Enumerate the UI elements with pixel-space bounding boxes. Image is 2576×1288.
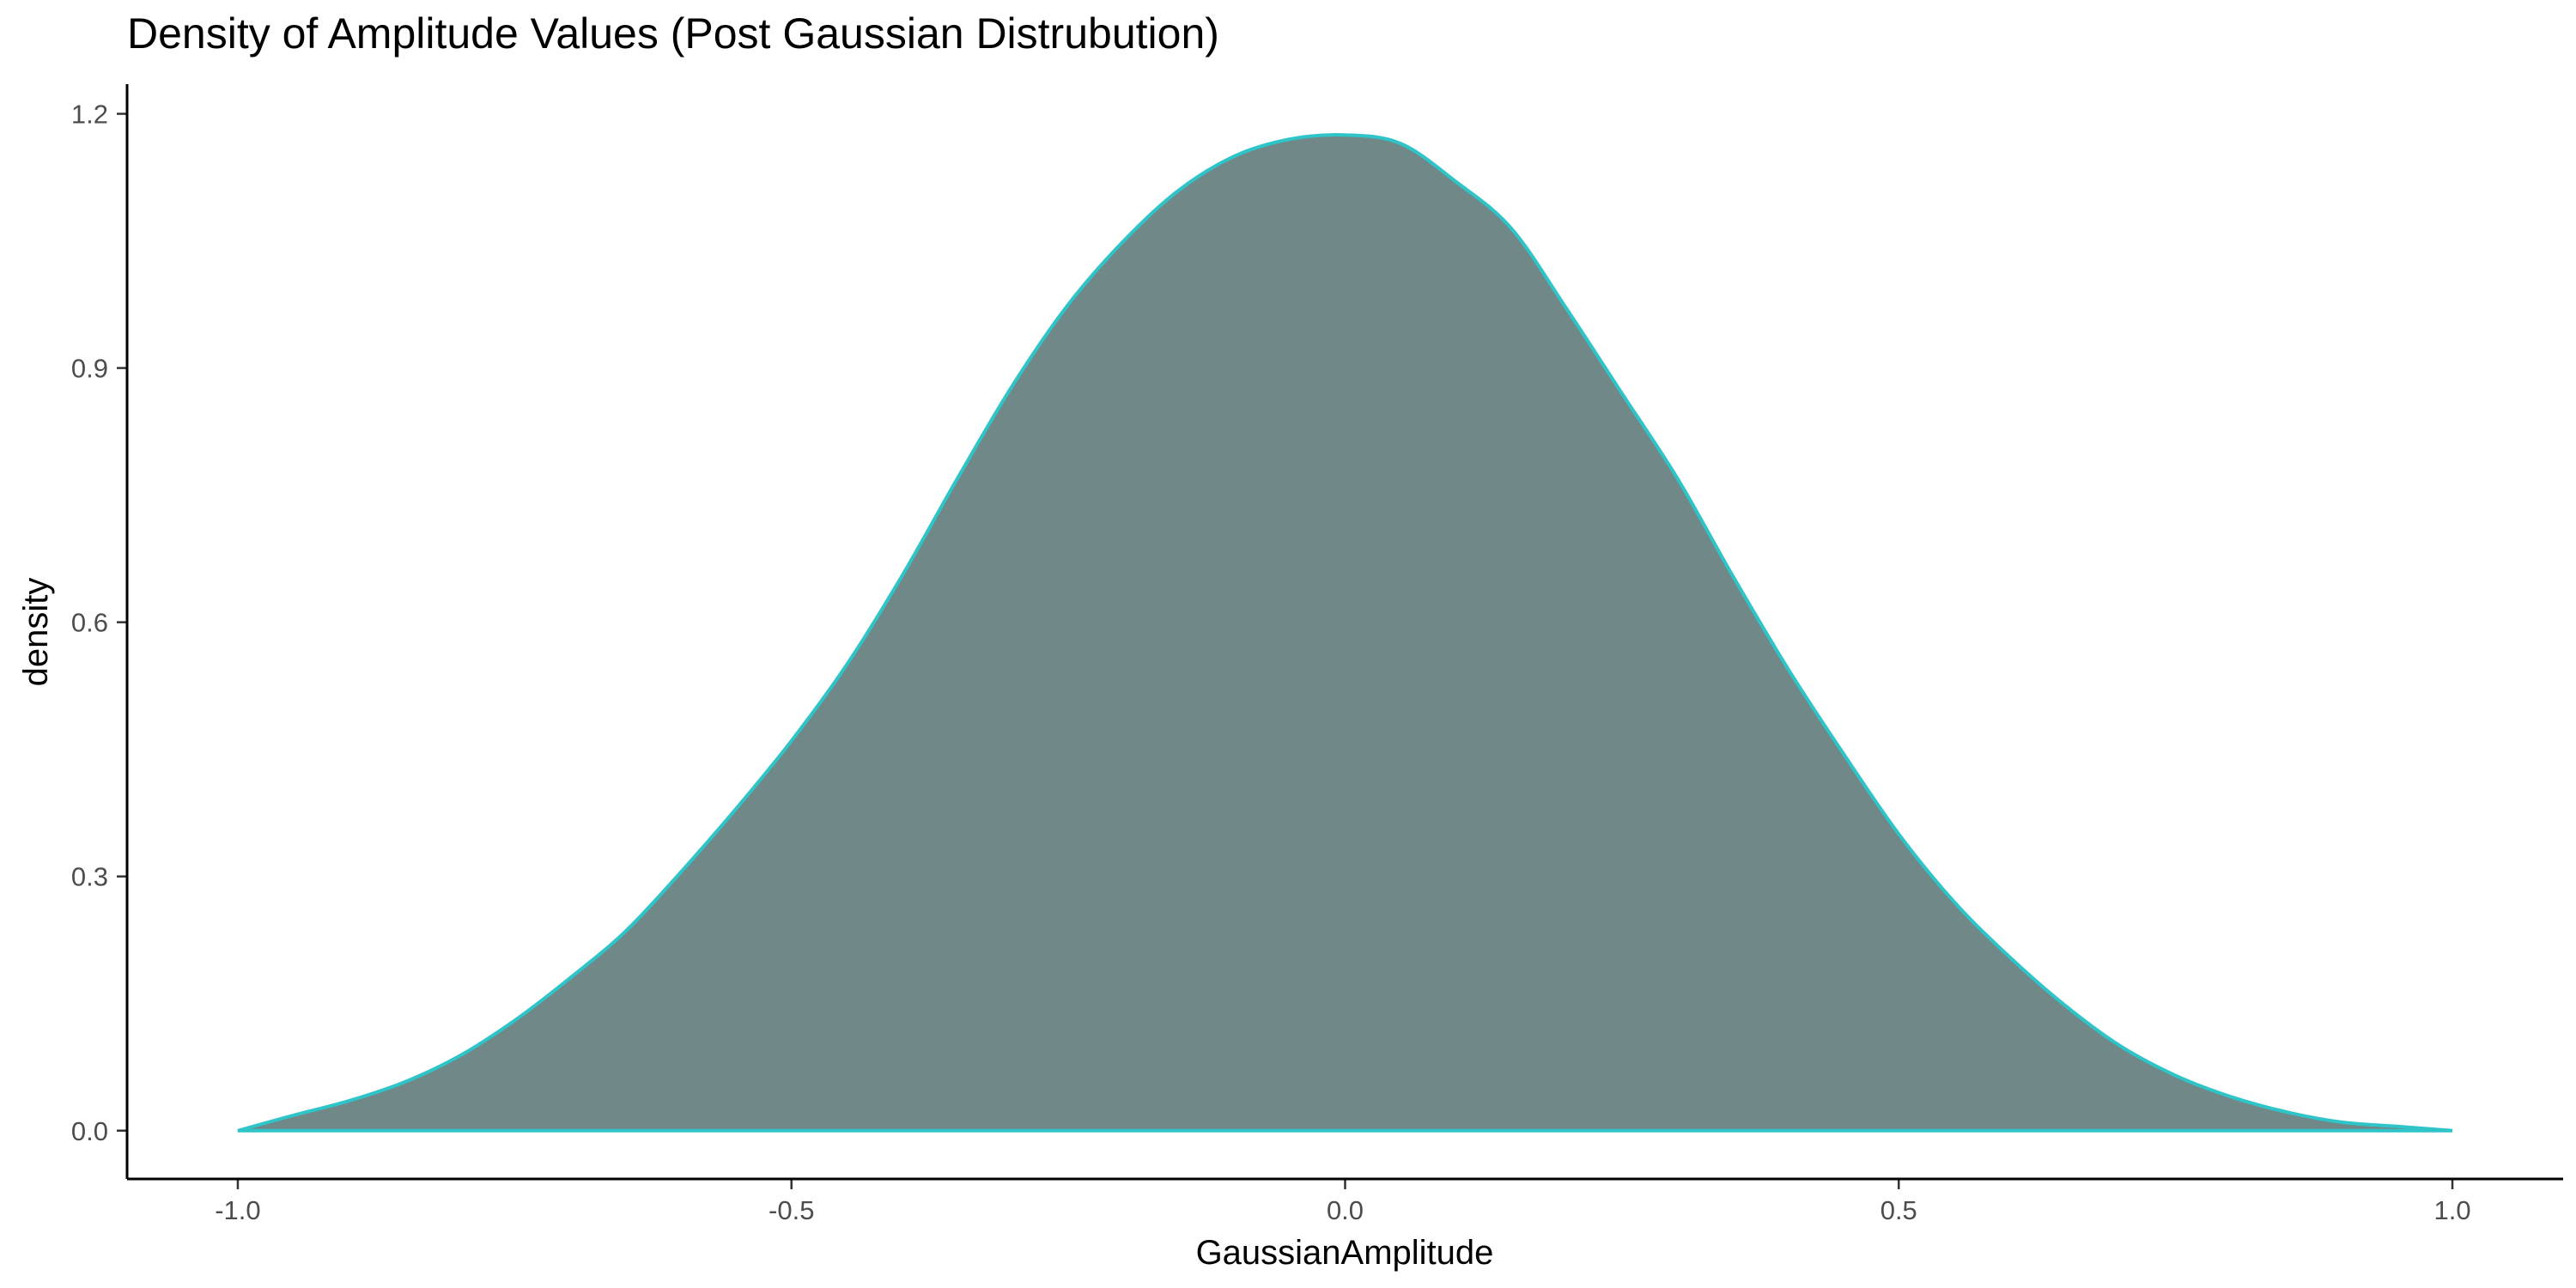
x-tick-label: 0.5 <box>1880 1195 1917 1225</box>
y-tick-label: 0.6 <box>71 608 108 638</box>
x-tick-label: 0.0 <box>1327 1195 1364 1225</box>
tick-layer: -1.0 -0.5 0.0 0.5 1.0 0.0 0.3 0.6 0.9 1.2 <box>71 100 2471 1225</box>
y-tick-label: 1.2 <box>71 100 108 130</box>
density-line <box>237 133 2453 1133</box>
x-tick-label: -1.0 <box>215 1195 260 1225</box>
y-tick-label: 0.0 <box>71 1116 108 1146</box>
x-tick-label: -0.5 <box>769 1195 814 1225</box>
x-tick-label: 1.0 <box>2433 1195 2470 1225</box>
chart-title: Density of Amplitude Values (Post Gaussi… <box>127 9 1219 58</box>
y-tick-label: 0.9 <box>71 354 108 384</box>
x-axis-title: GaussianAmplitude <box>1196 1234 1494 1272</box>
density-area <box>238 135 2452 1131</box>
y-tick-label: 0.3 <box>71 862 108 892</box>
y-axis-title: density <box>17 578 55 687</box>
